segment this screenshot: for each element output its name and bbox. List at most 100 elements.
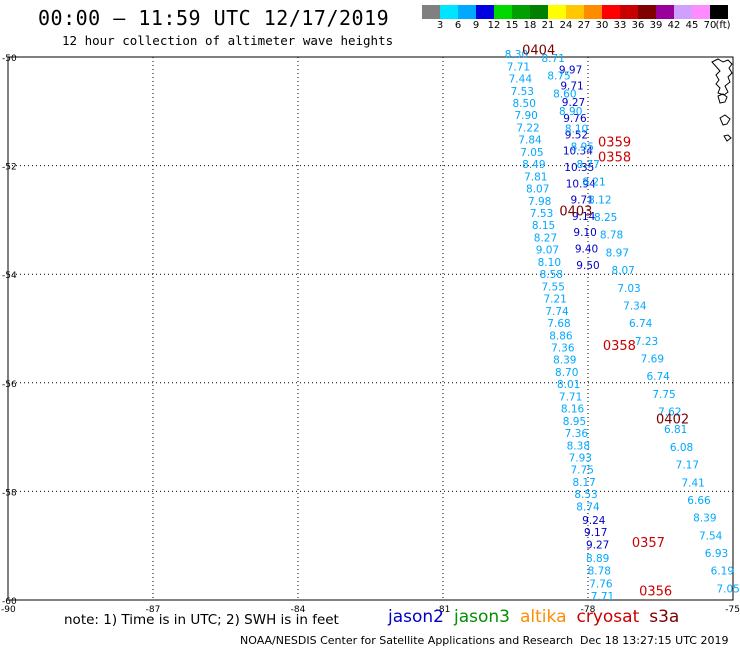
- wave-height-label: 7.36: [551, 342, 575, 354]
- wave-height-label: 9.40: [575, 243, 598, 255]
- wave-height-label: 9.27: [562, 97, 585, 109]
- wave-height-label: 8.25: [594, 212, 617, 224]
- wave-height-label: 9.71: [560, 81, 583, 93]
- wave-height-label: 7.93: [569, 453, 592, 465]
- wave-height-label: 7.76: [589, 578, 613, 590]
- legend-swatch: [656, 5, 674, 19]
- legend-swatch: [674, 5, 692, 19]
- wave-height-label: 9.27: [586, 539, 609, 551]
- pass-time-label: 0404: [522, 43, 555, 58]
- wave-height-label: 7.62: [658, 407, 681, 419]
- wave-height-label: 7.41: [681, 477, 704, 489]
- wave-height-label: 7.17: [676, 460, 699, 472]
- satellite-jason3: jason3: [454, 607, 510, 627]
- pass-time-label: 0357: [632, 536, 665, 551]
- wave-height-label: 7.21: [543, 294, 566, 306]
- wave-height-label: 7.71: [591, 591, 614, 603]
- legend-label: 45: [685, 20, 699, 31]
- satellite-cryosat: cryosat: [576, 607, 640, 627]
- wave-height-label: 9.07: [536, 245, 559, 257]
- legend-label: 9: [472, 20, 480, 31]
- legend-swatch: [692, 5, 710, 19]
- wave-height-label: 8.53: [574, 489, 597, 501]
- wave-height-label: 8.07: [526, 184, 549, 196]
- wave-height-label: 8.39: [553, 355, 576, 367]
- wave-height-label: 7.84: [518, 135, 542, 147]
- wave-height-label: 7.53: [511, 86, 534, 98]
- legend-label: 24: [559, 20, 573, 31]
- wave-height-label: 9.97: [559, 64, 582, 76]
- lon-tick-label: -87: [146, 605, 161, 615]
- pass-time-label: 0356: [639, 585, 672, 600]
- legend-swatch: [476, 5, 494, 19]
- legend-label: 18: [523, 20, 537, 31]
- legend-swatch: [602, 5, 620, 19]
- wave-height-label: 8.90: [559, 106, 582, 118]
- wave-height-label: 10.34: [563, 146, 593, 158]
- legend-label: 15: [505, 20, 519, 31]
- wave-height-label: 7.75: [652, 389, 675, 401]
- satellite-altika: altika: [520, 607, 567, 627]
- wave-height-label: 9.10: [573, 227, 596, 239]
- legend-label: 70: [703, 20, 717, 31]
- legend-label: 12: [487, 20, 501, 31]
- lon-tick-label: -81: [436, 605, 451, 615]
- footer-note: note: 1) Time is in UTC; 2) SWH is in fe…: [64, 612, 339, 628]
- lon-tick-label: -78: [581, 605, 596, 615]
- wave-height-label: 8.17: [572, 477, 595, 489]
- lat-tick-label: -58: [2, 488, 17, 498]
- pass-time-label: 0358: [598, 150, 631, 165]
- legend-swatch: [710, 5, 728, 19]
- wave-height-label: 8.77: [576, 159, 599, 171]
- lat-tick-label: -56: [2, 380, 17, 390]
- lon-tick-label: -84: [291, 605, 306, 615]
- lat-tick-label: -60: [2, 597, 17, 607]
- satellite-jason2: jason2: [388, 607, 444, 627]
- wave-height-label: 7.34: [623, 300, 647, 312]
- legend-color-bar: [422, 5, 728, 19]
- wave-height-label: 6.74: [646, 371, 670, 383]
- wave-height-label: 8.12: [588, 194, 611, 206]
- wave-height-label: 7.44: [509, 74, 533, 86]
- legend-label: (ft): [715, 20, 731, 31]
- satellite-key: jason2 jason3 altika cryosat s3a: [388, 607, 689, 627]
- wave-height-label: 8.16: [561, 404, 585, 416]
- wave-height-label: 7.71: [507, 61, 530, 73]
- wave-height-label: 8.78: [600, 230, 623, 242]
- lon-tick-label: -90: [1, 605, 16, 615]
- wave-height-label: 8.15: [532, 220, 555, 232]
- legend-swatch: [638, 5, 656, 19]
- wave-height-label: 9.24: [582, 515, 606, 527]
- wave-height-label: 9.52: [565, 129, 588, 141]
- wave-height-label: 7.68: [547, 318, 570, 330]
- wave-height-label: 9.50: [576, 260, 599, 272]
- wave-height-label: 7.81: [524, 171, 547, 183]
- legend-label: 36: [631, 20, 645, 31]
- wave-height-label: 8.86: [549, 330, 573, 342]
- wave-height-label: 6.93: [705, 548, 728, 560]
- wave-height-label: 9.71: [571, 195, 594, 207]
- wave-height-label: 7.69: [641, 354, 664, 366]
- wave-height-label: 8.10: [565, 124, 588, 136]
- wave-height-label: 7.90: [514, 110, 537, 122]
- wave-height-label: 8.30: [505, 49, 528, 61]
- legend-label: 21: [541, 20, 555, 31]
- legend-label: 42: [667, 20, 681, 31]
- lat-tick-label: -54: [2, 271, 17, 281]
- wave-height-label: 9.14: [572, 211, 596, 223]
- wave-height-label: 8.10: [538, 257, 561, 269]
- legend-label: 39: [649, 20, 663, 31]
- wave-height-label: 7.05: [520, 147, 543, 159]
- credit-text: NOAA/NESDIS Center for Satellite Applica…: [240, 634, 574, 647]
- wave-height-label: 8.78: [588, 566, 611, 578]
- pass-time-label: 0402: [656, 413, 689, 428]
- wave-height-label: 8.71: [542, 53, 565, 65]
- legend-swatch: [422, 5, 440, 19]
- wave-height-label: 8.97: [606, 247, 629, 259]
- wave-height-label: 8.89: [586, 553, 609, 565]
- pass-time-label: 0358: [603, 339, 636, 354]
- pass-time-label: 0403: [559, 205, 592, 220]
- wave-height-label: 6.74: [629, 318, 653, 330]
- wave-height-label: 7.98: [528, 196, 551, 208]
